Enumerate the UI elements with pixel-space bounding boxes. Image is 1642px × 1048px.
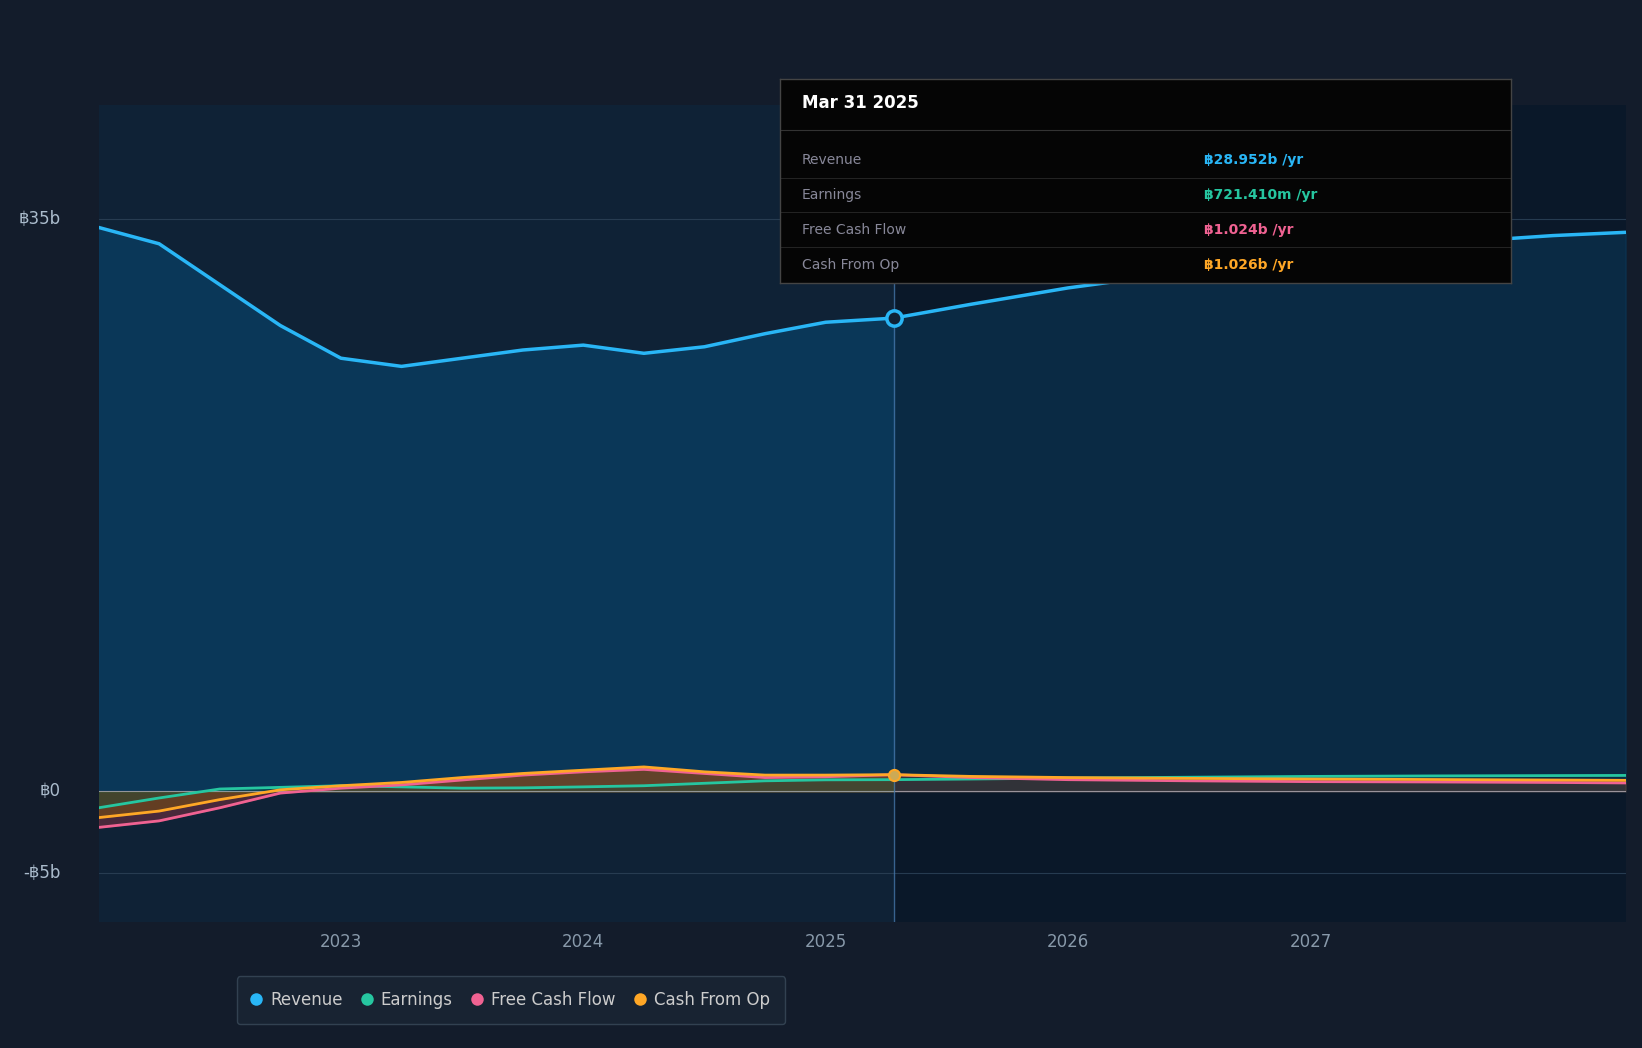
Text: -฿5b: -฿5b: [23, 865, 61, 882]
Bar: [893, 105, 1626, 922]
Text: Past: Past: [834, 153, 869, 171]
Text: ฿721.410m /yr: ฿721.410m /yr: [1204, 188, 1317, 202]
Text: ฿0: ฿0: [39, 783, 61, 801]
Text: Analysts Forecasts: Analysts Forecasts: [923, 153, 1077, 171]
Text: Cash From Op: Cash From Op: [801, 258, 900, 271]
Text: Free Cash Flow: Free Cash Flow: [801, 223, 906, 237]
Text: Mar 31 2025: Mar 31 2025: [801, 94, 918, 112]
Text: ฿1.024b /yr: ฿1.024b /yr: [1204, 223, 1294, 237]
Text: ฿28.952b /yr: ฿28.952b /yr: [1204, 153, 1304, 168]
Text: Revenue: Revenue: [801, 153, 862, 168]
Text: Earnings: Earnings: [801, 188, 862, 202]
Text: ฿35b: ฿35b: [18, 211, 61, 228]
Text: ฿1.026b /yr: ฿1.026b /yr: [1204, 258, 1294, 271]
Legend: Revenue, Earnings, Free Cash Flow, Cash From Op: Revenue, Earnings, Free Cash Flow, Cash …: [236, 977, 785, 1024]
